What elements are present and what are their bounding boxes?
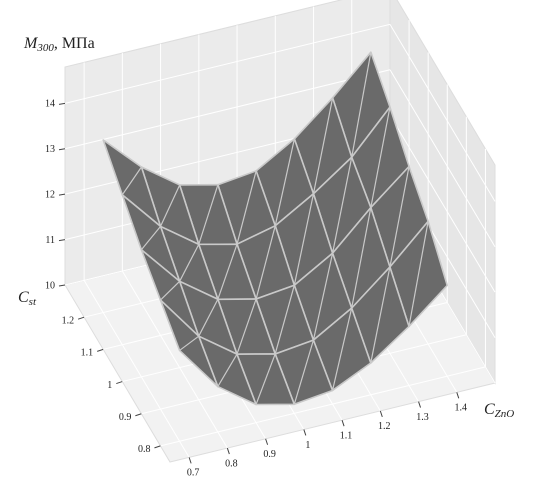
z-tick-label: 14 [45, 99, 55, 110]
surface-diagonal [293, 339, 314, 405]
x-tick [379, 410, 383, 418]
x-tick-label: 1.1 [340, 430, 353, 441]
x-tick [418, 401, 422, 408]
z-tick-label: 11 [45, 235, 55, 246]
x-tick [188, 457, 192, 464]
y-tick [97, 348, 104, 352]
y-tick-label: 0.8 [138, 444, 151, 455]
surface-diagonal [351, 52, 372, 158]
z-tick-label: 12 [45, 189, 55, 200]
z-grid-side [389, 24, 496, 202]
x-label-sub: ZnO [495, 408, 515, 420]
surface-diagonal [293, 193, 315, 286]
x-tick-label: 1.3 [416, 412, 429, 423]
z-grid-back [64, 23, 391, 104]
surface-diagonal [370, 106, 391, 208]
x-tick [226, 447, 230, 455]
surface-diagonal [121, 166, 142, 196]
x-grid-floor [121, 270, 228, 449]
x-grid-floor [83, 280, 190, 458]
y-label-sub: st [29, 296, 37, 308]
y-label-main: C [18, 289, 29, 306]
surface-diagonal [274, 138, 295, 226]
x-tick-label: 0.9 [263, 449, 276, 460]
x-tick-label: 0.7 [187, 468, 200, 479]
z-tick-label: 10 [45, 280, 55, 291]
z-tick-label: 13 [45, 144, 55, 155]
surface-diagonal [198, 184, 219, 245]
surface-diagonal [159, 184, 181, 227]
surface-diagonal [351, 207, 372, 309]
z-tick [58, 239, 66, 242]
x-tick [303, 429, 307, 436]
surface-diagonal [312, 97, 334, 194]
z-tick [58, 193, 66, 196]
z-grid-side [389, 69, 496, 248]
surface-diagonal [217, 243, 238, 300]
x-tick-label: 0.8 [225, 458, 238, 469]
z-label-main: M [23, 35, 39, 52]
x-tick [341, 420, 345, 427]
surface-diagonal [389, 166, 410, 268]
y-tick [154, 445, 161, 449]
z-tick [58, 284, 66, 287]
z-grid-side [389, 114, 496, 293]
surface-diagonal [236, 170, 257, 245]
surface-diagonal [140, 226, 161, 251]
y-tick-label: 1.2 [62, 315, 75, 326]
y-tick [135, 413, 142, 417]
surface-diagonal [255, 353, 276, 405]
x-tick-label: 1.2 [378, 421, 391, 432]
surface-diagonal [312, 253, 334, 341]
y-tick-label: 1.1 [81, 348, 94, 359]
surface-diagonal [236, 298, 257, 355]
y-grid-floor [160, 366, 486, 447]
surface-diagonal [217, 353, 238, 387]
y-tick [77, 316, 85, 320]
z-axis-label: M300, МПа [23, 35, 95, 54]
x-tick [265, 438, 269, 445]
z-label-unit: , МПа [54, 35, 95, 52]
z-grid-back [64, 69, 391, 150]
surface-diagonal [408, 221, 429, 327]
y-tick [116, 381, 123, 385]
z-tick [58, 148, 66, 151]
surface-diagonal [198, 298, 219, 337]
x-tick-label: 1 [305, 440, 310, 451]
surface-diagonal [160, 280, 181, 301]
y-axis-label: Cst [18, 289, 37, 308]
surface-diagonal [274, 285, 295, 355]
surface-diagonal [255, 225, 276, 300]
z-tick [58, 102, 66, 105]
surface-diagonal [331, 307, 353, 391]
x-tick [456, 392, 460, 399]
y-tick-label: 1 [107, 380, 112, 391]
x-tick-label: 1.4 [455, 403, 468, 414]
surface-diagonal [179, 244, 200, 282]
surface-diagonal [331, 157, 353, 254]
y-tick-label: 0.9 [119, 412, 132, 423]
surface-diagonal [370, 266, 391, 364]
x-axis-label: CZnO [484, 401, 514, 420]
z-label-sub: 300 [36, 42, 54, 54]
surface-diagonal [179, 335, 200, 351]
x-label-main: C [484, 401, 495, 418]
